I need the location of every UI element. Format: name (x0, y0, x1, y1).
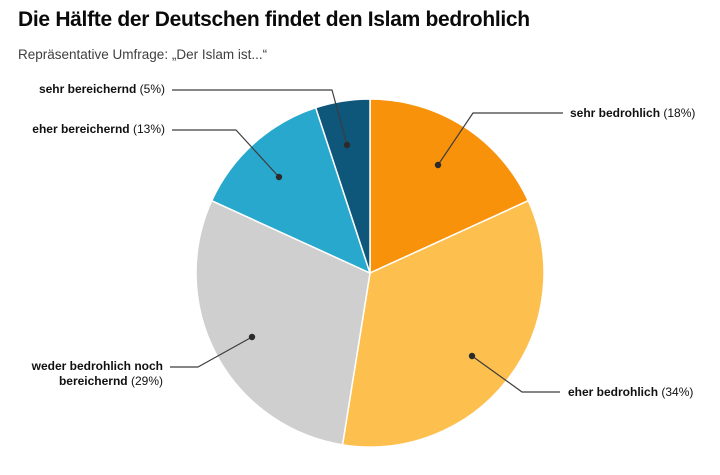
slice-label-text: weder bedrohlich noch bereichernd (31, 359, 163, 388)
leader-line-sehr-bereichernd (172, 89, 348, 146)
leader-dot-weder-bedrohlich-noch-bereichernd (248, 333, 256, 341)
leader-line-eher-bereichernd (172, 129, 280, 178)
slice-label-text: sehr bereichernd (38, 82, 137, 96)
callout-label-eher-bedrohlich: eher bedrohlich (34%) (568, 385, 693, 400)
slice-percent-text: (18%) (663, 106, 696, 120)
pie-slice-eher-bedrohlich (341, 199, 545, 448)
chart-title: Die Hälfte der Deutschen findet den Isla… (18, 8, 530, 31)
callout-label-sehr-bereichernd: sehr bereichernd (5%) (25, 82, 165, 97)
leader-dot-eher-bedrohlich (468, 352, 476, 360)
callout-label-eher-bereichernd: eher bereichernd (13%) (25, 122, 165, 137)
slice-percent-text: (29%) (130, 374, 163, 388)
slice-label-text: sehr bedrohlich (570, 106, 661, 120)
leader-line-eher-bedrohlich (471, 355, 560, 393)
slice-percent-text: (34%) (661, 385, 694, 399)
chart-subtitle: Repräsentative Umfrage: „Der Islam ist..… (18, 47, 268, 62)
slice-label-text: eher bedrohlich (568, 385, 659, 399)
pie-slice-eher-bereichernd (210, 106, 371, 274)
callout-label-sehr-bedrohlich: sehr bedrohlich (18%) (570, 106, 695, 121)
slice-percent-text: (5%) (139, 82, 165, 96)
slice-percent-text: (13%) (132, 122, 165, 136)
pie-slice-sehr-bereichernd (314, 98, 371, 274)
leader-dot-eher-bereichernd (275, 173, 283, 181)
callout-label-weder-bedrohlich-noch-bereichernd: weder bedrohlich noch bereichernd (29%) (13, 359, 163, 389)
pie-slice-weder-bedrohlich-noch-bereichernd (195, 199, 371, 446)
slice-label-text: eher bereichernd (32, 122, 130, 136)
leader-dot-sehr-bereichernd (343, 141, 351, 149)
leader-line-weder-bedrohlich-noch-bereichernd (170, 336, 253, 368)
leader-dot-sehr-bedrohlich (434, 161, 442, 169)
leader-line-sehr-bedrohlich (437, 112, 563, 166)
